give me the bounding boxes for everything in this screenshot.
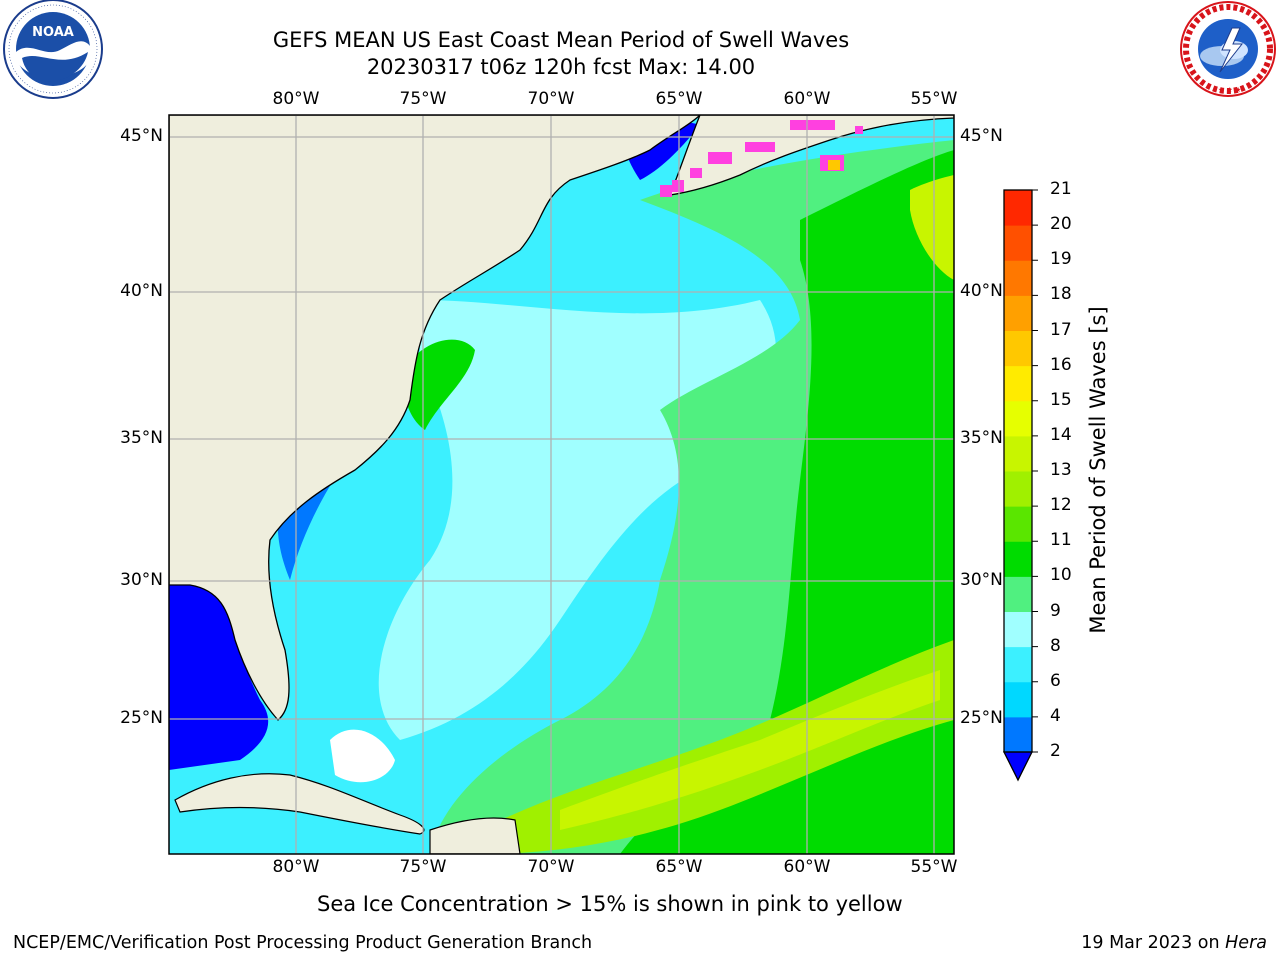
- colorbar-tick-label: 20: [1050, 214, 1072, 235]
- map-gridlines: [169, 115, 954, 854]
- colorbar-segment: [1004, 435, 1032, 472]
- swell-hatteras-zone: [403, 339, 475, 430]
- lon-label-top: 65°W: [655, 89, 703, 109]
- colorbar-tick-label: 6: [1050, 670, 1061, 691]
- swell-gulf-zone: [169, 585, 269, 770]
- swell-caribbean-zone: [169, 797, 430, 854]
- lon-label-top: 60°W: [783, 89, 831, 109]
- colorbar-tick-label: 12: [1050, 495, 1072, 516]
- plot-title: GEFS MEAN US East Coast Mean Period of S…: [272, 28, 850, 52]
- lon-label-top: 70°W: [527, 89, 575, 109]
- footer-credit: NCEP/EMC/Verification Post Processing Pr…: [13, 933, 593, 953]
- colorbar-tick-label: 4: [1050, 705, 1061, 726]
- noaa-logo-icon: NOAA: [3, 0, 103, 99]
- colorbar-tick-label: 19: [1050, 249, 1072, 270]
- maritimes-land: [668, 115, 954, 196]
- colorbar-segment: [1004, 330, 1032, 367]
- lat-label-right: 45°N: [960, 126, 1003, 146]
- colorbar-tick-label: 16: [1050, 354, 1072, 375]
- colorbar-extend-triangle: [1002, 751, 1034, 782]
- colorbar-segment: [1004, 716, 1032, 753]
- lon-label-top: 75°W: [399, 89, 447, 109]
- lon-label-bottom: 65°W: [655, 857, 703, 877]
- colorbar-segment: [1004, 190, 1032, 226]
- colorbar-tick-label: 11: [1050, 530, 1072, 551]
- nws-logo-icon: ★ ★ ★: [1180, 1, 1276, 97]
- lon-label-bottom: 55°W: [910, 857, 958, 877]
- lat-label-right: 25°N: [960, 708, 1003, 728]
- colorbar-tick-label: 10: [1050, 565, 1072, 586]
- lon-label-top: 80°W: [272, 89, 320, 109]
- colorbar-tick-label: 15: [1050, 389, 1072, 410]
- colorbar-segment: [1004, 541, 1032, 577]
- colorbar-segment: [1004, 646, 1032, 683]
- colorbar-segment: [1004, 681, 1032, 718]
- plot-subtitle: 20230317 t06z 120h fcst Max: 14.00: [366, 55, 756, 79]
- colorbar-segment: [1004, 506, 1032, 542]
- swell-13-14s-zone: [560, 670, 940, 830]
- colorbar-segment: [1004, 576, 1032, 612]
- colorbar-segment: [1004, 295, 1032, 331]
- footer-date: 19 Mar 2023 on Hera: [1081, 932, 1267, 954]
- lat-label-left: 25°N: [120, 708, 163, 728]
- lon-label-bottom: 80°W: [272, 857, 320, 877]
- map-frame: [168, 114, 955, 855]
- colorbar-segment: [1004, 400, 1032, 437]
- colorbar-tick-label: 14: [1050, 424, 1072, 445]
- cuba-land: [174, 773, 425, 835]
- hispaniola-land: [429, 817, 521, 854]
- lat-label-left: 40°N: [120, 281, 163, 301]
- colorbar-tick-label: 8: [1050, 635, 1061, 656]
- footer-host: Hera: [1225, 933, 1267, 953]
- lat-label-left: 30°N: [120, 570, 163, 590]
- colorbar-segment: [1004, 225, 1032, 261]
- bahamas-shoal: [330, 729, 395, 783]
- colorbar-tick-label: 13: [1050, 460, 1072, 480]
- colorbar-segment: [1004, 260, 1032, 296]
- lon-label-bottom: 70°W: [527, 857, 575, 877]
- colorbar-segment: [1004, 365, 1032, 402]
- sea-ice-note: Sea Ice Concentration > 15% is shown in …: [317, 892, 903, 916]
- swell-ne-zone: [910, 175, 954, 280]
- lat-label-right: 35°N: [960, 428, 1003, 448]
- footer-date-text: 19 Mar 2023 on: [1081, 933, 1220, 953]
- lon-label-top: 55°W: [910, 89, 958, 109]
- us-east-coast-land: [169, 115, 701, 721]
- noaa-logo-text: NOAA: [32, 25, 74, 40]
- colorbar-segment: [1004, 611, 1032, 648]
- lat-label-left: 45°N: [120, 126, 163, 146]
- colorbar-segment: [1004, 471, 1032, 507]
- lon-label-bottom: 75°W: [399, 857, 447, 877]
- colorbar-tick-label: 9: [1050, 600, 1061, 621]
- sea-ice-patches: [660, 120, 863, 197]
- colorbar-label: Mean Period of Swell Waves [s]: [1086, 306, 1110, 634]
- lon-label-bottom: 60°W: [783, 857, 831, 877]
- svg-text:★ ★ ★: ★ ★ ★: [1218, 86, 1241, 94]
- colorbar: [1002, 189, 1038, 782]
- colorbar-tick-label: 21: [1050, 179, 1072, 199]
- colorbar-tick-label: 2: [1050, 741, 1061, 761]
- lat-label-left: 35°N: [120, 428, 163, 448]
- colorbar-tick-label: 18: [1050, 284, 1072, 305]
- lat-label-right: 40°N: [960, 281, 1003, 301]
- lat-label-right: 30°N: [960, 570, 1003, 590]
- colorbar-tick-label: 17: [1050, 319, 1072, 340]
